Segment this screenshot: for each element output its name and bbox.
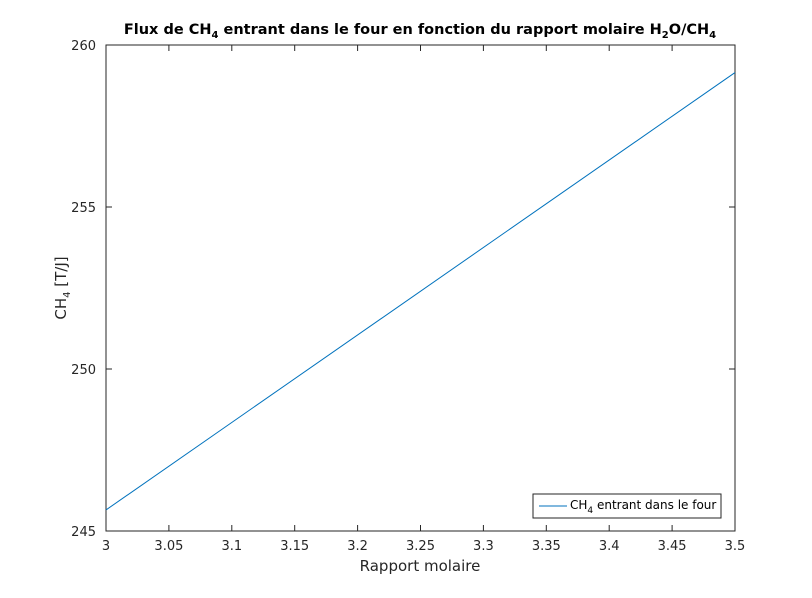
x-tick-label: 3.35 [532, 539, 561, 554]
x-tick-label: 3.05 [154, 539, 183, 554]
ylabel-sub: 4 [62, 291, 73, 297]
plot-area [105, 44, 736, 532]
legend: CH4 entrant dans le four [532, 493, 722, 519]
legend-part-a: CH [570, 498, 587, 512]
x-tick-label: 3.2 [347, 539, 368, 554]
x-tick-label: 3.15 [280, 539, 309, 554]
x-tick-label: 3.25 [406, 539, 435, 554]
ylabel-part-a: CH [52, 298, 70, 320]
x-tick-label: 3.3 [473, 539, 494, 554]
x-tick-label: 3 [102, 539, 110, 554]
title-sub-3: 4 [709, 30, 716, 41]
title-sub-1: 4 [212, 30, 219, 41]
y-tick-label: 255 [71, 201, 96, 216]
y-axis-label: CH4 [T/J] [52, 256, 73, 319]
title-part-a: Flux de CH [124, 22, 212, 38]
ylabel-part-b: [T/J] [52, 256, 70, 291]
y-tick-label: 250 [71, 363, 96, 378]
legend-sub: 4 [587, 506, 593, 516]
x-axis-label: Rapport molaire [360, 557, 481, 575]
title-sub-2: 2 [662, 30, 669, 41]
series-layer [105, 72, 736, 511]
series-line-0 [105, 72, 736, 511]
x-tick-label: 3.1 [221, 539, 242, 554]
chart-title: Flux de CH4 entrant dans le four en fonc… [124, 22, 716, 41]
title-part-b: entrant dans le four en fonction du rapp… [218, 22, 661, 38]
plot-box [105, 44, 736, 532]
x-axis-ticks: 3 3.05 3.1 3.15 3.2 3.25 3.3 3.35 3.4 3.45 3.5 [102, 45, 745, 554]
legend-part-b: entrant dans le four [593, 498, 716, 512]
x-tick-label: 3.5 [725, 539, 746, 554]
y-tick-label: 245 [71, 525, 96, 540]
x-tick-label: 3.4 [599, 539, 620, 554]
legend-entry-label: CH4 entrant dans le four [570, 498, 716, 516]
x-tick-label: 3.45 [658, 539, 687, 554]
y-axis-ticks: 245 250 255 260 [71, 39, 735, 540]
title-part-c: O/CH [669, 22, 709, 38]
y-tick-label: 260 [71, 39, 96, 54]
